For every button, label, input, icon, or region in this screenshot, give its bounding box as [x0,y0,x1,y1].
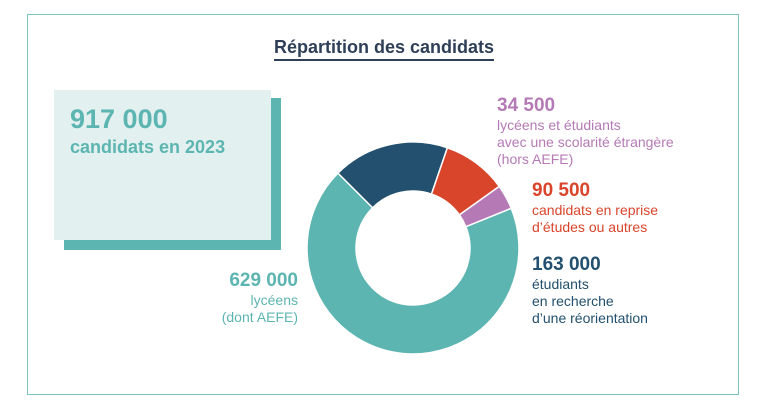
slice-lyceens [306,172,520,355]
desc-lyceens-line-1: lycéens [250,292,298,308]
chart-title: Répartition des candidats [0,37,768,61]
label-reprise-etudes: 90 500 candidats en reprise d’études ou … [532,180,658,236]
total-label: candidats en 2023 [70,137,226,157]
desc-etrangere-line-1: lycéens et étudiants [497,117,621,133]
chart-title-text: Répartition des candidats [273,37,495,61]
label-scolarite-etrangere: 34 500 lycéens et étudiants avec une sco… [497,95,674,168]
desc-reorientation-line-1: étudiants [532,276,589,292]
total-value: 917 000 [70,104,168,134]
desc-etrangere-line-3: (hors AEFE) [497,151,574,167]
label-lyceens: 629 000 lycéens (dont AEFE) [222,270,298,326]
desc-reorientation-line-2: en recherche [532,293,614,309]
value-reprise-etudes: 90 500 [532,180,591,201]
value-scolarite-etrangere: 34 500 [497,95,556,116]
total-box [54,90,271,240]
desc-reprise-line-2: d’études ou autres [532,219,648,235]
label-reorientation: 163 000 étudiants en recherche d’une réo… [532,254,648,327]
desc-reprise-line-1: candidats en reprise [532,202,659,218]
value-reorientation: 163 000 [532,254,601,275]
value-lyceens: 629 000 [229,270,298,291]
desc-reorientation-line-3: d’une réorientation [532,310,648,326]
desc-etrangere-line-2: avec une scolarité étrangère [497,134,674,150]
desc-lyceens-line-2: (dont AEFE) [221,309,298,325]
slice-scolarite-etrangere [458,185,513,228]
